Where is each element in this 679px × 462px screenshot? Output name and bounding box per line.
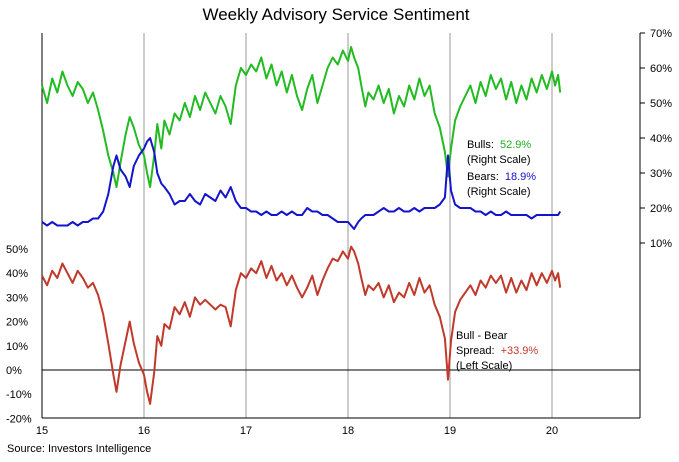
bears-value: 18.9% bbox=[505, 171, 536, 183]
spread-value: +33.9% bbox=[501, 345, 539, 357]
x-axis-ticks: 15 16 17 18 19 20 bbox=[36, 425, 558, 437]
right-tick-label: 60% bbox=[650, 63, 672, 75]
series-layer bbox=[41, 46, 562, 405]
left-axis-ticks: 50% 40% 30% 20% 10% 0% -10% -20% bbox=[6, 244, 32, 425]
spread-label-1: Bull - Bear bbox=[456, 330, 508, 342]
bulls-label: Bulls: bbox=[467, 139, 494, 151]
x-tick-label: 16 bbox=[138, 425, 150, 437]
bears-line bbox=[41, 137, 562, 230]
spread-label-2: Spread: bbox=[456, 345, 495, 357]
left-tick-label: -20% bbox=[6, 413, 32, 425]
source-note: Source: Investors Intelligence bbox=[7, 443, 151, 455]
spread-scale: (Left Scale) bbox=[456, 360, 512, 372]
left-tick-label: 30% bbox=[6, 292, 28, 304]
right-tick-label: 40% bbox=[650, 133, 672, 145]
bulls-scale: (Right Scale) bbox=[467, 154, 531, 166]
bull-bear-spread-line bbox=[41, 245, 562, 405]
x-tick-label: 19 bbox=[444, 425, 456, 437]
x-tick-label: 18 bbox=[342, 425, 354, 437]
x-tick-label: 15 bbox=[36, 425, 48, 437]
right-tick-label: 10% bbox=[650, 238, 672, 250]
right-tick-label: 50% bbox=[650, 98, 672, 110]
left-tick-label: 20% bbox=[6, 317, 28, 329]
bulls-value: 52.9% bbox=[500, 139, 531, 151]
left-tick-label: 10% bbox=[6, 341, 28, 353]
spread-annotation: Spread: +33.9% bbox=[456, 345, 538, 357]
left-tick-label: 0% bbox=[6, 365, 22, 377]
left-tick-label: 40% bbox=[6, 268, 28, 280]
right-tick-label: 70% bbox=[650, 28, 672, 40]
bulls-annotation: Bulls: 52.9% bbox=[467, 139, 531, 151]
bears-label: Bears: bbox=[467, 171, 499, 183]
bears-annotation: Bears: 18.9% bbox=[467, 171, 536, 183]
right-tick-label: 30% bbox=[650, 168, 672, 180]
bulls-line bbox=[41, 46, 562, 188]
bears-scale: (Right Scale) bbox=[467, 186, 531, 198]
x-tick-label: 20 bbox=[546, 425, 558, 437]
x-tick-label: 17 bbox=[240, 425, 252, 437]
left-tick-label: 50% bbox=[6, 244, 28, 256]
right-tick-label: 20% bbox=[650, 203, 672, 215]
chart-title: Weekly Advisory Service Sentiment bbox=[202, 5, 469, 24]
right-axis-ticks: 10% 20% 30% 40% 50% 60% 70% bbox=[640, 28, 672, 250]
vertical-gridlines bbox=[41, 33, 553, 418]
left-tick-label: -10% bbox=[6, 389, 32, 401]
